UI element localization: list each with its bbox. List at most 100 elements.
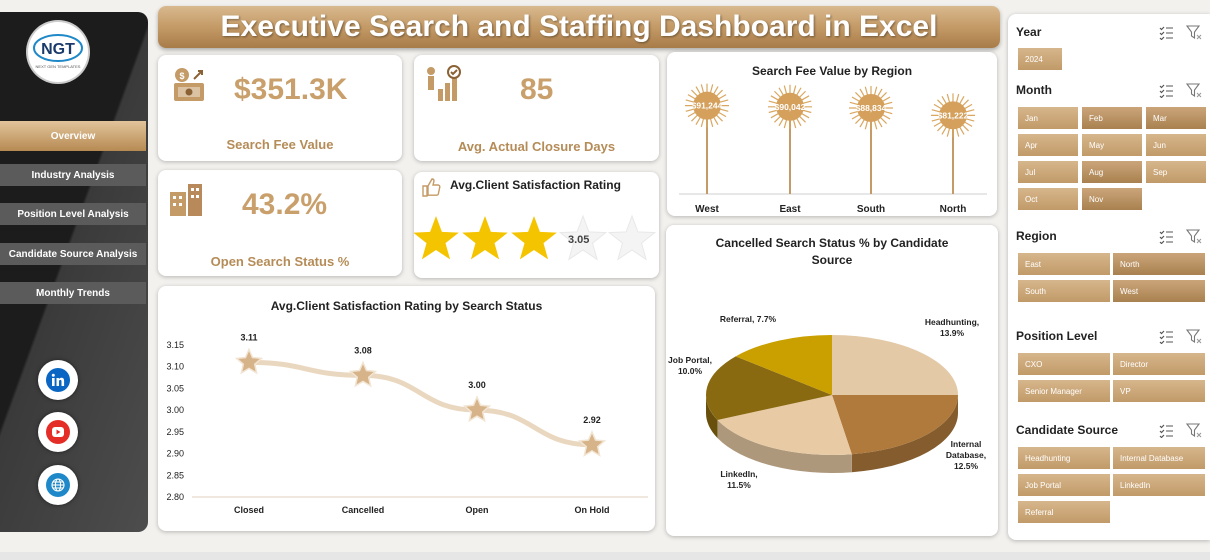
slicer-position-title: Position Level	[1016, 329, 1098, 343]
x-tick-label: East	[779, 204, 801, 215]
slicer-source-title: Candidate Source	[1016, 423, 1119, 437]
slicer-item-month-jun[interactable]: Jun	[1146, 134, 1206, 156]
slicer-item-month-sep[interactable]: Sep	[1146, 161, 1206, 183]
slicer-item-month-mar[interactable]: Mar	[1146, 107, 1206, 129]
nav-overview[interactable]: Overview	[0, 121, 146, 151]
linkedin-button[interactable]	[38, 360, 78, 400]
x-tick-label: Open	[465, 505, 488, 515]
nav-candidate-source-analysis[interactable]: Candidate Source Analysis	[0, 243, 146, 265]
nav-industry-analysis[interactable]: Industry Analysis	[0, 164, 146, 186]
slicer-item-month-may[interactable]: May	[1082, 134, 1142, 156]
series-line	[246, 359, 595, 448]
pie-slice	[832, 335, 958, 395]
pie-slice-side	[717, 419, 852, 473]
data-label: $90,042	[775, 102, 806, 112]
pie-slice	[832, 395, 958, 455]
slicer-item-month-jan[interactable]: Jan	[1018, 107, 1078, 129]
chart-title-fee-by-region: Search Fee Value by Region	[751, 64, 913, 78]
multi-select-icon[interactable]	[1158, 422, 1174, 438]
multi-select-icon[interactable]	[1158, 82, 1174, 98]
x-tick-label: North	[940, 204, 967, 215]
svg-text:NEXT GEN TEMPLATES: NEXT GEN TEMPLATES	[36, 64, 81, 69]
star-filled-icon	[511, 216, 557, 260]
slicer-item-region-north[interactable]: North	[1113, 253, 1205, 275]
chart-title-satisfaction-by-status: Avg.Client Satisfaction Rating by Search…	[270, 299, 543, 313]
dashboard-title-banner: Executive Search and Staffing Dashboard …	[158, 6, 1000, 48]
data-label: 3.11	[240, 332, 257, 342]
multi-select-icon[interactable]	[1158, 228, 1174, 244]
pie-slice	[735, 335, 832, 395]
globe-icon	[46, 473, 70, 497]
slicer-year-title: Year	[1016, 25, 1042, 39]
clear-filter-icon[interactable]	[1186, 82, 1202, 98]
chart-title-cancelled-by-source: Cancelled Search Status % by Candidate S…	[715, 236, 949, 267]
data-label: 2.92	[583, 415, 601, 425]
y-tick-label: 3.00	[166, 405, 184, 415]
nav-monthly-trends[interactable]: Monthly Trends	[0, 282, 146, 304]
filter-panel: Year Month Region Position Level Candida…	[1008, 14, 1210, 540]
slicer-item-position-vp[interactable]: VP	[1113, 380, 1205, 402]
satisfaction-by-status-chart: 3.15 3.10 3.05 3.00 2.95 2.90 2.85 2.80 3.11 Clos…	[166, 332, 648, 515]
x-tick-label: Closed	[234, 505, 264, 515]
data-label: $91,244	[692, 101, 723, 111]
x-tick-label: On Hold	[575, 505, 610, 515]
y-tick-label: 3.05	[166, 383, 184, 393]
growth-person-icon	[427, 65, 461, 101]
pie-data-label: LinkedIn, 11.5%	[720, 469, 757, 490]
star-filled-icon	[462, 216, 508, 260]
slicer-item-position-director[interactable]: Director	[1113, 353, 1205, 375]
slicer-item-source-headhunting[interactable]: Headhunting	[1018, 447, 1110, 469]
clear-filter-icon[interactable]	[1186, 228, 1202, 244]
chart-card-fee-by-region: Search Fee Value by Region $91,244 West $9…	[667, 52, 997, 216]
fee-by-region-chart: $91,244 West $90,042 East $88,834 South $81,22…	[679, 83, 987, 215]
kpi-open-status-value: 43.2%	[242, 188, 328, 221]
slicer-item-source-job-portal[interactable]: Job Portal	[1018, 474, 1110, 496]
pie-data-label: Headhunting, 13.9%	[925, 317, 979, 338]
data-label: $81,222	[938, 110, 969, 120]
multi-select-icon[interactable]	[1158, 24, 1174, 40]
slicer-item-region-east[interactable]: East	[1018, 253, 1110, 275]
page-title: Executive Search and Staffing Dashboard …	[220, 10, 938, 43]
data-label: 3.08	[354, 345, 372, 355]
data-point	[348, 360, 378, 388]
slicer-item-year-2024[interactable]: 2024	[1018, 48, 1062, 70]
nav-position-level-analysis[interactable]: Position Level Analysis	[0, 203, 146, 225]
pie-slice-side	[706, 395, 718, 438]
multi-select-icon[interactable]	[1158, 328, 1174, 344]
slicer-item-source-referral[interactable]: Referral	[1018, 501, 1110, 523]
side-navigation: NGT NEXT GEN TEMPLATES Overview Industry…	[0, 12, 148, 532]
clear-filter-icon[interactable]	[1186, 328, 1202, 344]
slicer-item-month-feb[interactable]: Feb	[1082, 107, 1142, 129]
building-icon	[170, 184, 202, 216]
website-button[interactable]	[38, 465, 78, 505]
clear-filter-icon[interactable]	[1186, 24, 1202, 40]
linkedin-icon	[46, 368, 70, 392]
kpi-card-search-fee: $ $351.3K Search Fee Value	[158, 55, 402, 161]
data-point	[577, 430, 607, 457]
slicer-item-source-linkedin[interactable]: LinkedIn	[1113, 474, 1205, 496]
chart-card-satisfaction-by-status: Avg.Client Satisfaction Rating by Search…	[158, 286, 655, 531]
slicer-item-month-aug[interactable]: Aug	[1082, 161, 1142, 183]
slicer-item-month-oct[interactable]: Oct	[1018, 188, 1078, 210]
thumbs-up-icon	[422, 178, 441, 197]
slicer-item-source-internal-database[interactable]: Internal Database	[1113, 447, 1205, 469]
slicer-item-position-cxo[interactable]: CXO	[1018, 353, 1110, 375]
slicer-item-position-senior-manager[interactable]: Senior Manager	[1018, 380, 1110, 402]
slicer-item-month-jul[interactable]: Jul	[1018, 161, 1078, 183]
pie-data-label: Internal Database, 12.5%	[946, 439, 986, 471]
slicer-item-month-apr[interactable]: Apr	[1018, 134, 1078, 156]
money-icon: $	[174, 68, 204, 101]
clear-filter-icon[interactable]	[1186, 422, 1202, 438]
slicer-item-region-west[interactable]: West	[1113, 280, 1205, 302]
slicer-controls	[1158, 328, 1202, 344]
slicer-item-region-south[interactable]: South	[1018, 280, 1110, 302]
youtube-icon	[46, 420, 70, 444]
slicer-controls	[1158, 24, 1202, 40]
pie-slice	[717, 395, 852, 455]
slicer-item-month-nov[interactable]: Nov	[1082, 188, 1142, 210]
sheet-tab-bar	[0, 552, 1210, 560]
slicer-controls	[1158, 228, 1202, 244]
x-tick-label: South	[857, 204, 885, 215]
kpi-open-status-label: Open Search Status %	[210, 254, 350, 269]
youtube-button[interactable]	[38, 412, 78, 452]
